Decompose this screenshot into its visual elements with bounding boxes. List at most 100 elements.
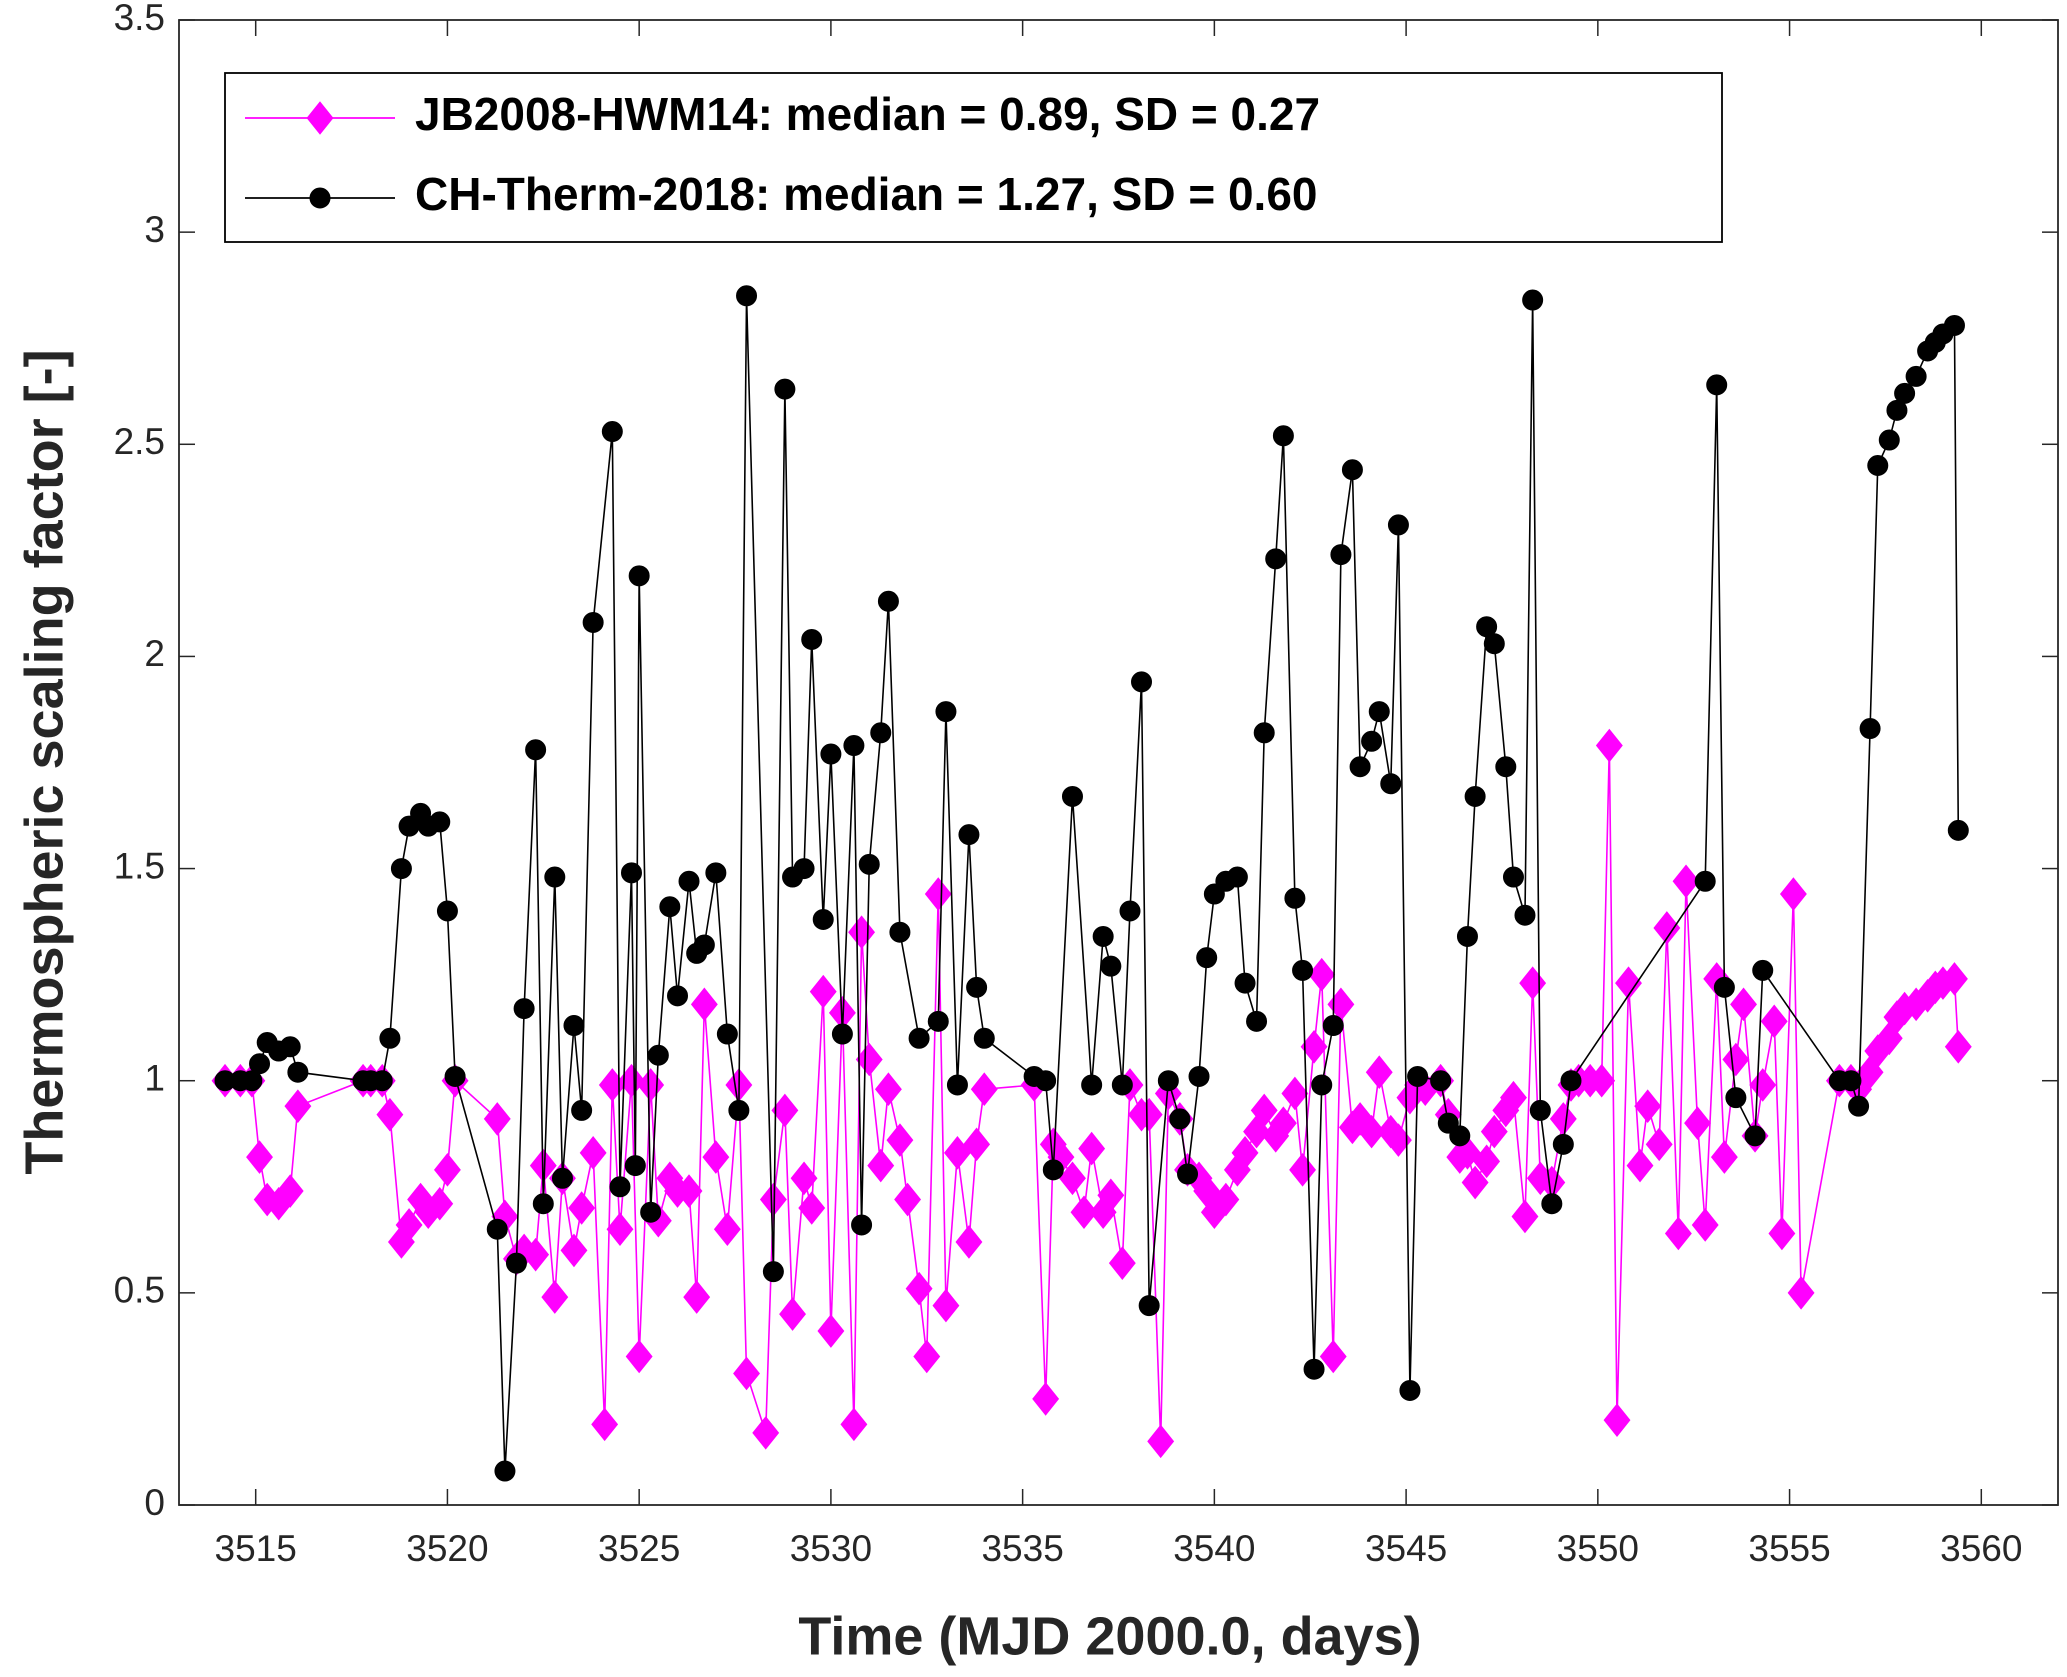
marker bbox=[702, 1140, 730, 1174]
marker bbox=[886, 1123, 914, 1157]
marker bbox=[1672, 864, 1700, 899]
marker bbox=[820, 743, 842, 765]
marker bbox=[1157, 1070, 1179, 1092]
marker bbox=[762, 1261, 784, 1283]
marker bbox=[1100, 955, 1122, 977]
marker bbox=[249, 1053, 271, 1075]
marker bbox=[667, 985, 689, 1007]
marker bbox=[544, 866, 566, 888]
marker bbox=[851, 1214, 873, 1236]
marker bbox=[1514, 904, 1536, 926]
marker bbox=[1730, 987, 1757, 1022]
marker bbox=[640, 1201, 662, 1223]
marker bbox=[924, 877, 952, 911]
y-tick-label: 1 bbox=[144, 1057, 165, 1098]
marker bbox=[690, 987, 718, 1022]
marker bbox=[1212, 1182, 1240, 1217]
marker bbox=[1111, 1074, 1133, 1096]
x-tick-label: 3550 bbox=[1557, 1528, 1639, 1569]
marker bbox=[1131, 671, 1153, 693]
marker bbox=[601, 421, 623, 443]
marker bbox=[1522, 289, 1544, 311]
marker bbox=[963, 1127, 991, 1162]
marker bbox=[932, 1288, 960, 1323]
marker bbox=[1231, 1136, 1259, 1170]
marker bbox=[1341, 459, 1363, 481]
marker bbox=[309, 187, 331, 209]
marker bbox=[840, 1407, 868, 1442]
marker bbox=[486, 1218, 508, 1240]
marker bbox=[752, 1416, 780, 1450]
marker bbox=[693, 934, 715, 956]
marker bbox=[1234, 972, 1256, 994]
marker bbox=[1032, 1382, 1060, 1416]
y-tick-label: 0.5 bbox=[114, 1270, 165, 1311]
marker bbox=[618, 1063, 645, 1098]
marker bbox=[624, 1155, 646, 1177]
marker bbox=[571, 1099, 593, 1121]
x-tick-label: 3515 bbox=[215, 1528, 297, 1569]
marker bbox=[628, 565, 650, 587]
marker bbox=[1664, 1216, 1692, 1251]
x-tick-label: 3555 bbox=[1748, 1528, 1830, 1569]
marker bbox=[779, 1297, 806, 1331]
y-tick-label: 3.5 bbox=[114, 0, 165, 38]
x-axis-title: Time (MJD 2000.0, days) bbox=[798, 1606, 1421, 1666]
marker bbox=[1330, 544, 1352, 566]
legend-label: CH-Therm-2018: median = 1.27, SD = 0.60 bbox=[415, 168, 1318, 220]
legend-label: JB2008-HWM14: median = 0.89, SD = 0.27 bbox=[415, 88, 1320, 140]
marker bbox=[908, 1027, 930, 1049]
marker bbox=[390, 858, 412, 880]
marker bbox=[1694, 870, 1716, 892]
marker bbox=[1308, 957, 1336, 992]
marker bbox=[647, 1044, 669, 1066]
marker bbox=[1645, 1127, 1673, 1162]
marker bbox=[1461, 1165, 1489, 1200]
marker bbox=[1779, 877, 1807, 911]
marker bbox=[1361, 730, 1383, 752]
marker bbox=[1944, 1029, 1972, 1064]
marker bbox=[889, 921, 911, 943]
marker bbox=[843, 735, 865, 757]
marker bbox=[1177, 1163, 1199, 1185]
marker bbox=[1464, 785, 1486, 807]
marker bbox=[1303, 1358, 1325, 1380]
y-tick-label: 1.5 bbox=[114, 845, 165, 886]
marker bbox=[436, 900, 458, 922]
marker bbox=[625, 1339, 653, 1374]
marker bbox=[867, 1148, 895, 1183]
marker bbox=[525, 739, 547, 761]
marker bbox=[1615, 966, 1642, 1000]
marker bbox=[1250, 1093, 1278, 1128]
marker bbox=[522, 1237, 550, 1272]
marker bbox=[855, 1042, 883, 1077]
marker bbox=[1196, 947, 1218, 969]
marker bbox=[1710, 1140, 1738, 1174]
marker bbox=[620, 862, 642, 884]
marker bbox=[1713, 976, 1735, 998]
x-tick-label: 3520 bbox=[406, 1528, 488, 1569]
marker bbox=[1284, 887, 1306, 909]
marker bbox=[1319, 1339, 1347, 1374]
marker bbox=[1269, 1106, 1297, 1140]
marker bbox=[1059, 1161, 1086, 1196]
marker bbox=[1760, 1004, 1788, 1039]
y-tick-label: 3 bbox=[144, 209, 165, 250]
marker bbox=[1387, 514, 1409, 536]
marker bbox=[1119, 900, 1141, 922]
marker bbox=[1947, 819, 1969, 841]
marker bbox=[1078, 1131, 1106, 1166]
marker bbox=[733, 1356, 760, 1391]
marker bbox=[1349, 756, 1371, 778]
marker bbox=[1706, 374, 1728, 396]
marker bbox=[1430, 1070, 1452, 1092]
marker bbox=[1081, 1074, 1103, 1096]
marker bbox=[1070, 1195, 1098, 1230]
marker bbox=[716, 1023, 738, 1045]
marker bbox=[1768, 1216, 1796, 1251]
marker bbox=[793, 858, 815, 880]
marker bbox=[284, 1089, 312, 1123]
marker bbox=[1380, 773, 1402, 795]
marker bbox=[1560, 1070, 1582, 1092]
